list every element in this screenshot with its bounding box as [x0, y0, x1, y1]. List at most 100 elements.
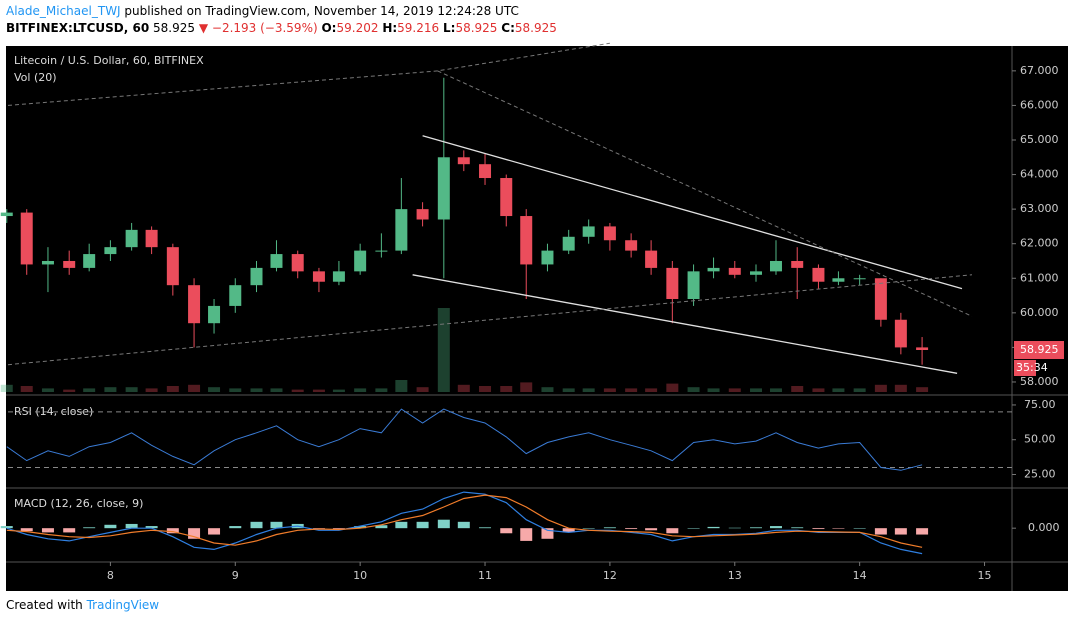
volume-bar: [312, 389, 325, 392]
volume-bar: [41, 388, 54, 392]
x-tick-label: 8: [107, 569, 114, 582]
volume-bar: [791, 386, 804, 392]
y-tick-label: 0.000: [1028, 521, 1060, 534]
volume-bar: [437, 308, 450, 392]
histogram-bar: [83, 527, 96, 529]
candle-body: [582, 226, 595, 237]
volume-bar: [832, 388, 845, 392]
published: published on TradingView.com, November 1…: [124, 4, 519, 18]
candle-body: [562, 236, 575, 251]
volume-title: Vol (20): [14, 71, 57, 84]
histogram-bar: [166, 528, 179, 534]
volume-bar: [0, 384, 13, 392]
histogram-bar: [500, 528, 513, 534]
volume-bar: [125, 387, 138, 392]
volume-bar: [500, 386, 513, 392]
trendline: [412, 274, 958, 374]
volume-bar: [562, 388, 575, 392]
panel-title: MACD (12, 26, close, 9): [14, 497, 143, 510]
histogram-bar: [20, 528, 33, 532]
rsi-line: [6, 408, 923, 471]
volume-bar: [874, 384, 887, 392]
volume-bar: [229, 388, 242, 392]
candle-body: [728, 267, 741, 275]
x-tick-label: 11: [478, 569, 492, 582]
volume-bar: [728, 388, 741, 392]
ohlc: O:59.202 H:59.216 L:58.925 C:58.925: [321, 21, 556, 35]
histogram-bar: [375, 525, 388, 529]
histogram-bar: [625, 528, 638, 530]
x-tick-label: 15: [978, 569, 992, 582]
histogram-bar: [603, 527, 616, 529]
y-tick-label: 63.000: [1020, 202, 1059, 215]
x-tick-label: 12: [603, 569, 617, 582]
macd-line: [6, 494, 923, 548]
candle-body: [769, 260, 782, 272]
candle-body: [166, 247, 179, 286]
histogram-bar: [270, 521, 283, 529]
histogram-bar: [229, 526, 242, 529]
ohlc-label: L:: [442, 21, 456, 35]
candle-body: [625, 240, 638, 251]
volume-bar: [20, 386, 33, 392]
histogram-bar: [250, 521, 263, 529]
histogram-bar: [188, 528, 201, 539]
candle-body: [332, 271, 345, 282]
candle-body: [832, 278, 845, 282]
histogram-bar: [63, 528, 76, 533]
volume-bar: [541, 387, 554, 392]
histogram-bar: [853, 528, 866, 529]
histogram-bar: [562, 528, 575, 533]
histogram-bar: [208, 528, 221, 535]
ohlc-value: 58.925: [514, 21, 557, 35]
volume-bar: [853, 388, 866, 392]
histogram-bar: [687, 528, 700, 529]
volume-bar: [208, 387, 221, 392]
histogram-bar: [874, 528, 887, 535]
volume-bar: [894, 384, 907, 392]
volume-bar: [332, 389, 345, 392]
candle-body: [20, 212, 33, 265]
candle-body: [83, 254, 96, 268]
trendline: [422, 135, 963, 290]
y-tick-label: 62.000: [1020, 237, 1059, 250]
y-tick-label: 66.000: [1020, 98, 1059, 111]
header: Alade_Michael_TWJ published on TradingVi…: [6, 3, 557, 37]
histogram-bar: [707, 526, 720, 529]
volume-bar: [83, 388, 96, 392]
candle-body: [375, 250, 388, 252]
candle-body: [63, 260, 76, 268]
candle-body: [250, 267, 263, 286]
countdown-tag: [1014, 359, 1036, 376]
ohlc-label: H:: [382, 21, 398, 35]
ohlc-value: 59.216: [397, 21, 440, 35]
x-tick-label: 13: [728, 569, 742, 582]
author[interactable]: Alade_Michael_TWJ: [6, 4, 121, 18]
brand[interactable]: TradingView: [86, 598, 160, 612]
candle-body: [916, 347, 929, 350]
y-tick-label: 58.000: [1020, 375, 1059, 388]
chart-background: [6, 46, 1068, 591]
volume-bar: [291, 389, 304, 392]
volume-bar: [582, 388, 595, 392]
histogram-bar: [916, 528, 929, 535]
histogram-bar: [0, 526, 13, 529]
histogram-bar: [125, 523, 138, 529]
candle-body: [707, 267, 720, 272]
histogram-bar: [104, 524, 117, 529]
ohlc-label: C:: [501, 21, 515, 35]
x-tick-label: 14: [853, 569, 867, 582]
candle-body: [541, 250, 554, 265]
candle-body: [125, 229, 138, 248]
candle-body: [603, 226, 616, 241]
y-tick-label: 64.000: [1020, 168, 1059, 181]
histogram-bar: [332, 528, 345, 530]
candle-body: [270, 254, 283, 268]
candle-body: [437, 157, 450, 220]
histogram-bar: [541, 528, 554, 539]
candle-body: [874, 278, 887, 320]
candle-body: [395, 209, 408, 251]
candle-body: [104, 247, 117, 255]
y-tick-label: 50.00: [1024, 433, 1056, 446]
